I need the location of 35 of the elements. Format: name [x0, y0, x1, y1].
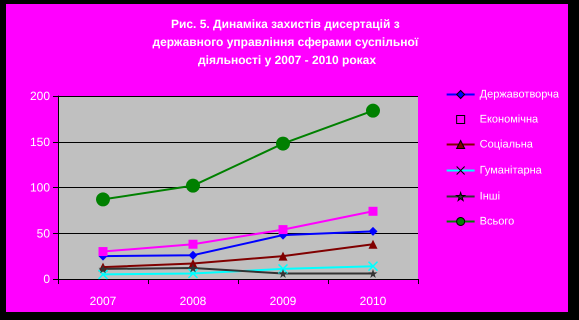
point — [278, 264, 288, 274]
legend-label: Економічна — [480, 114, 540, 126]
point — [278, 225, 288, 234]
point — [368, 240, 378, 249]
point — [368, 226, 378, 236]
legend-label: Державотворча — [480, 88, 560, 100]
legend-label: Всього — [480, 216, 514, 228]
point — [188, 264, 198, 273]
point — [188, 240, 198, 249]
x-tick-label: 2008 — [180, 294, 207, 308]
point — [278, 252, 288, 261]
point — [368, 206, 378, 216]
x-tick-label: 2009 — [270, 294, 297, 308]
point — [366, 104, 380, 118]
y-tick-label: 50 — [36, 226, 50, 240]
y-tick-label: 150 — [30, 134, 50, 149]
point — [188, 268, 198, 279]
point — [186, 178, 200, 193]
legend-label: Соціальна — [480, 138, 534, 150]
y-tick-label: 0 — [43, 272, 50, 286]
point — [98, 247, 108, 256]
chart-title: Рис. 5. Динаміка захистів дисертацій з державного управління сферами суспільної діяльності у 2007 - 2010 роках — [152, 17, 422, 67]
x-tick-label: 2007 — [90, 294, 117, 308]
point — [278, 269, 288, 278]
y-tick-label: 100 — [30, 180, 50, 194]
point — [276, 136, 290, 151]
point — [188, 250, 198, 260]
point — [96, 192, 110, 206]
y-tick-label: 200 — [30, 89, 50, 103]
legend-label: Інші — [480, 190, 500, 202]
point — [98, 269, 108, 280]
legend-label: Гуманітарна — [480, 164, 543, 176]
point — [368, 269, 378, 278]
x-tick-label: 2010 — [360, 294, 387, 308]
point — [368, 260, 378, 272]
